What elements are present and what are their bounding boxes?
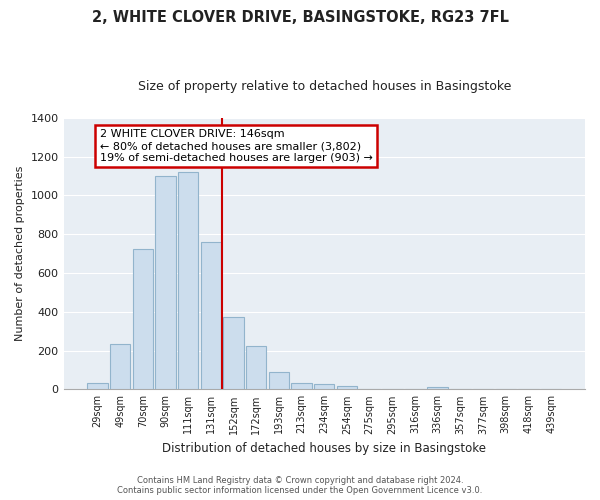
Bar [246, 346, 266, 390]
Text: 2 WHITE CLOVER DRIVE: 146sqm
← 80% of detached houses are smaller (3,802)
19% of: 2 WHITE CLOVER DRIVE: 146sqm ← 80% of de… [100, 130, 373, 162]
Y-axis label: Number of detached properties: Number of detached properties [15, 166, 25, 341]
Bar [178, 172, 199, 390]
Title: Size of property relative to detached houses in Basingstoke: Size of property relative to detached ho… [137, 80, 511, 93]
Bar [269, 372, 289, 390]
Bar [155, 176, 176, 390]
Text: 2, WHITE CLOVER DRIVE, BASINGSTOKE, RG23 7FL: 2, WHITE CLOVER DRIVE, BASINGSTOKE, RG23… [91, 10, 509, 25]
Bar [292, 384, 312, 390]
Text: Contains HM Land Registry data © Crown copyright and database right 2024.
Contai: Contains HM Land Registry data © Crown c… [118, 476, 482, 495]
X-axis label: Distribution of detached houses by size in Basingstoke: Distribution of detached houses by size … [162, 442, 486, 455]
Bar [337, 386, 357, 390]
Bar [427, 388, 448, 390]
Bar [223, 316, 244, 390]
Bar [133, 248, 153, 390]
Bar [87, 384, 107, 390]
Bar [110, 344, 130, 390]
Bar [314, 384, 334, 390]
Bar [200, 242, 221, 390]
